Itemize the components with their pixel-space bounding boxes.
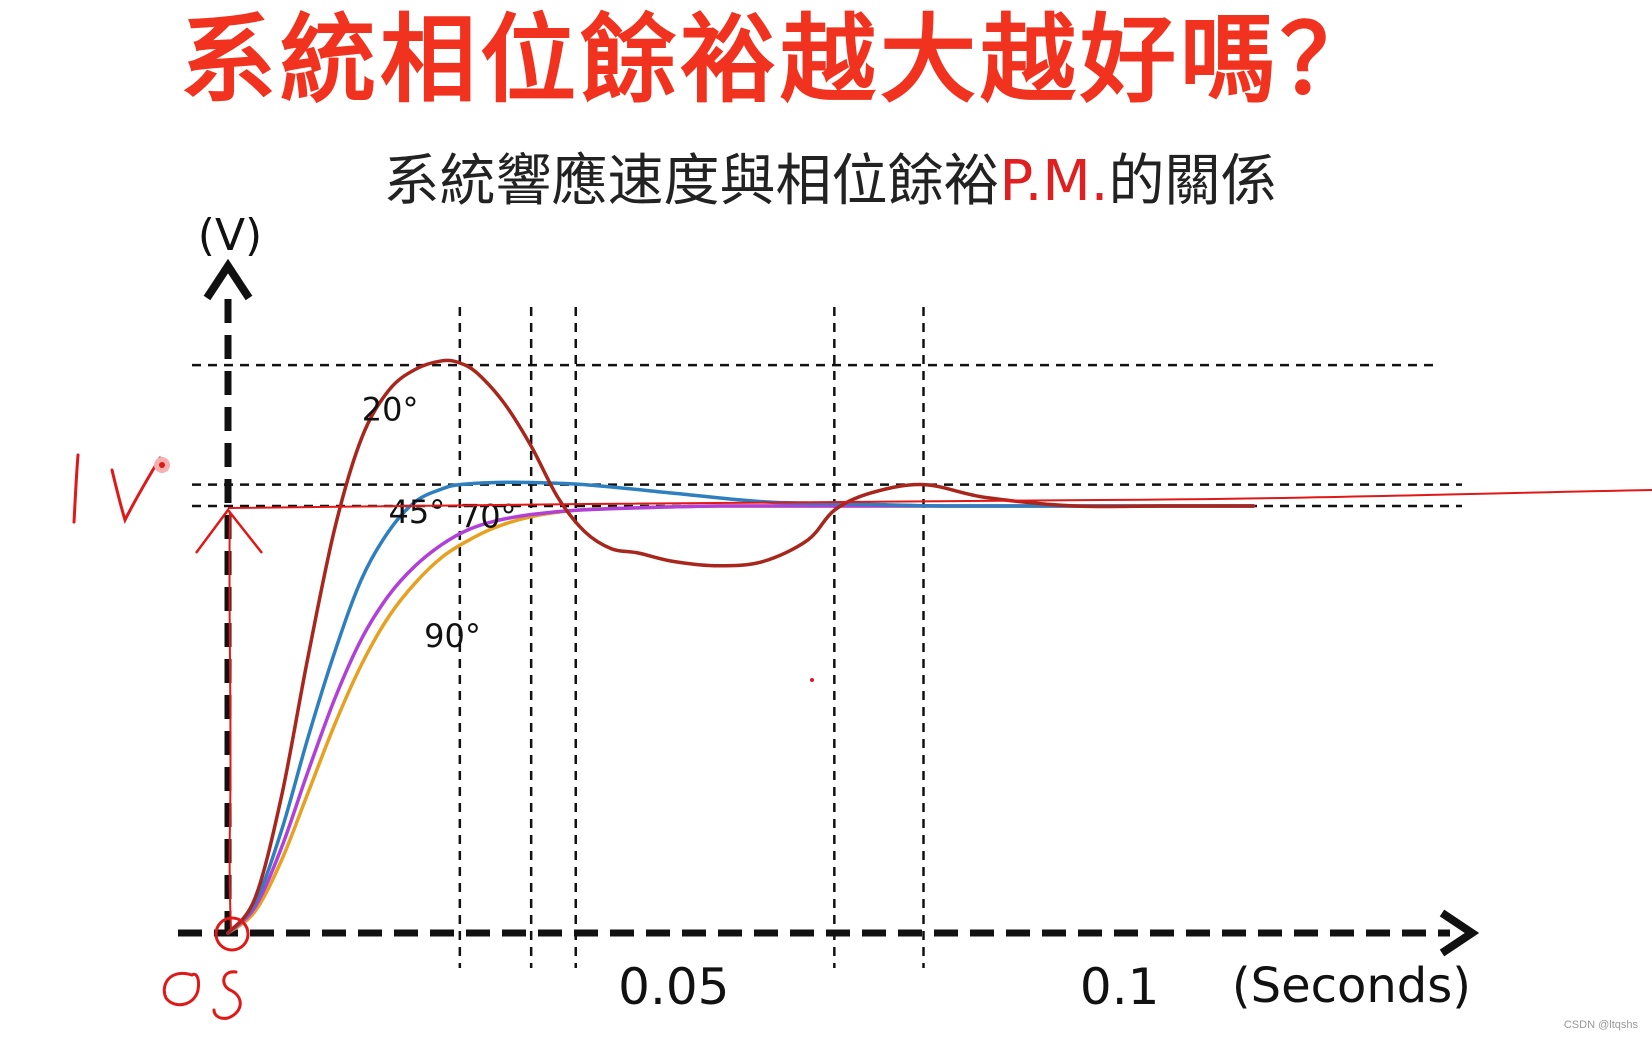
laser-pointer-center [159, 462, 165, 468]
x-axis-label: (Seconds) [1232, 958, 1471, 1014]
subtitle-suffix: 的關係 [1108, 149, 1277, 214]
series-lines [226, 358, 1256, 935]
page-title: 系統相位餘裕越大越好嗎？ [180, 4, 1380, 116]
series-line-pm90 [226, 504, 1256, 935]
handwritten-1v-mark [72, 453, 162, 525]
series-line-pm20 [226, 358, 1256, 935]
chart-subtitle: 系統響應速度與相位餘裕P.M.的關係 [0, 142, 1652, 222]
y-axis-arrow-icon [203, 258, 253, 301]
x-axis-arrow-icon [1439, 909, 1480, 957]
handwritten-1v-vertical [228, 511, 232, 931]
stray-dot [810, 678, 814, 682]
x-tick-labels: 0.05 0.1 [618, 958, 1159, 1016]
handwritten-1v-reference-line [227, 489, 1652, 509]
x-tick-label-0: 0.05 [618, 958, 729, 1016]
series-label-pm90: 90° [424, 617, 481, 655]
series-line-pm45 [226, 480, 1256, 935]
axes: (V) (Seconds) [178, 210, 1480, 1014]
handwritten-1v-caret-icon [194, 507, 263, 554]
handwritten-annotations [72, 453, 1652, 1020]
subtitle-highlight: P.M. [999, 149, 1109, 214]
series-labels: 20° 45° 70° 90° [362, 391, 517, 655]
x-tick-label-1: 0.1 [1080, 958, 1160, 1016]
watermark: CSDN @ltqshs [1563, 1019, 1638, 1031]
y-axis-label: (V) [198, 210, 262, 261]
series-label-pm70: 70° [460, 497, 517, 535]
subtitle-prefix: 系統響應速度與相位餘裕 [383, 149, 1000, 214]
series-line-pm70 [226, 504, 1256, 935]
series-label-pm45: 45° [389, 493, 446, 531]
series-label-pm20: 20° [362, 391, 419, 429]
handwritten-origin-circle [214, 916, 250, 952]
handwritten-0s-mark [162, 970, 242, 1020]
